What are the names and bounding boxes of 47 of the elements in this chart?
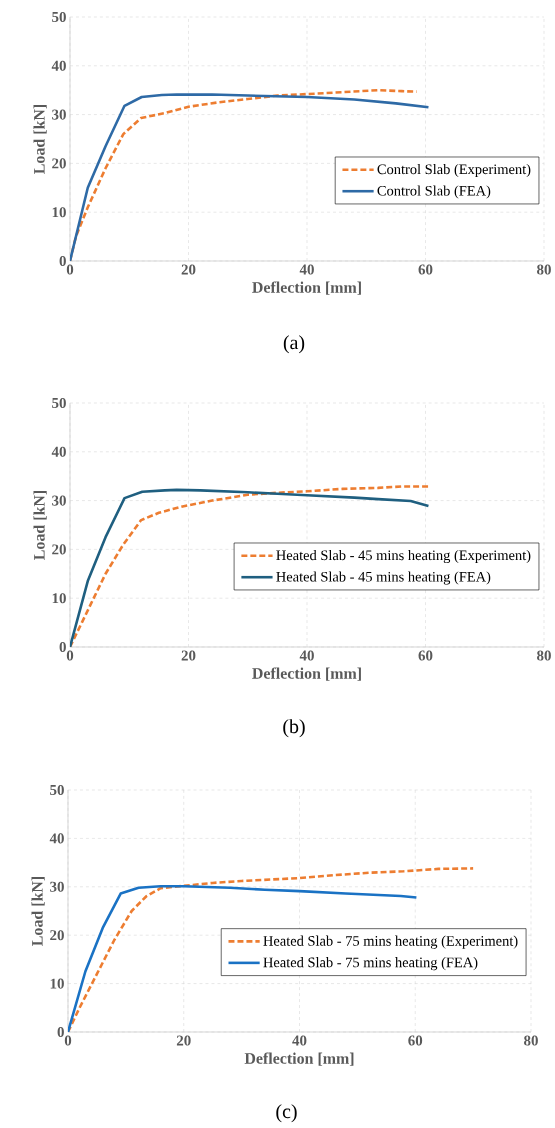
x-tick-label: 40 xyxy=(299,650,314,661)
y-tick-label: 0 xyxy=(59,641,66,653)
y-tick-label: 50 xyxy=(52,397,66,409)
y-tick-label: 10 xyxy=(50,978,64,989)
legend-label: Heated Slab - 75 mins heating (FEA) xyxy=(263,957,478,971)
y-tick-label: 30 xyxy=(52,109,66,120)
y-tick-label: 10 xyxy=(52,207,66,218)
text: (a) xyxy=(283,335,305,354)
y-tick-label: 30 xyxy=(50,881,64,892)
y-tick-label: 40 xyxy=(49,833,64,844)
legend-label: Heated Slab - 45 mins heating (FEA) xyxy=(276,571,491,585)
y-tick-label: 50 xyxy=(52,11,66,23)
y-tick-label: 40 xyxy=(51,446,66,457)
y-tick-label: 40 xyxy=(51,60,66,71)
x-tick-label: 60 xyxy=(418,650,433,661)
x-tick-label: 40 xyxy=(299,264,314,275)
x-tick-label: 20 xyxy=(181,264,196,275)
x-tick-label: 0 xyxy=(66,650,74,661)
y-axis-title: Load [kN] xyxy=(33,104,47,174)
y-tick-label: 10 xyxy=(52,593,66,604)
y-tick-label: 0 xyxy=(57,1026,64,1038)
y-tick-label: 50 xyxy=(50,784,64,796)
y-tick-label: 20 xyxy=(50,930,64,941)
x-tick-label: 80 xyxy=(537,650,551,661)
y-tick-label: 20 xyxy=(52,158,66,169)
y-tick-label: 0 xyxy=(59,255,66,267)
legend-label: Heated Slab - 45 mins heating (Experiment) xyxy=(276,549,531,564)
x-tick-label: 80 xyxy=(524,1035,538,1046)
x-tick-label: 40 xyxy=(292,1035,307,1046)
x-axis-title: Deflection [mm] xyxy=(252,667,361,681)
y-tick-label: 20 xyxy=(52,544,66,555)
y-tick-label: 30 xyxy=(52,495,66,506)
legend-label: Control Slab (Experiment) xyxy=(377,163,531,178)
x-tick-label: 60 xyxy=(418,264,433,275)
y-axis-title: Load [kN] xyxy=(33,490,47,560)
x-tick-label: 20 xyxy=(181,650,196,661)
legend-label: Heated Slab - 75 mins heating (Experiment) xyxy=(263,935,518,949)
x-tick-label: 0 xyxy=(66,264,74,275)
x-tick-label: 20 xyxy=(176,1035,191,1046)
text: (b) xyxy=(283,719,305,738)
x-axis-title: Deflection [mm] xyxy=(244,1052,354,1066)
x-axis-title: Deflection [mm] xyxy=(252,281,361,295)
legend-label: Control Slab (FEA) xyxy=(377,185,491,199)
text: (c) xyxy=(276,1104,297,1123)
y-axis-title: Load [kN] xyxy=(31,876,45,946)
x-tick-label: 60 xyxy=(408,1035,423,1046)
x-tick-label: 80 xyxy=(537,264,551,275)
